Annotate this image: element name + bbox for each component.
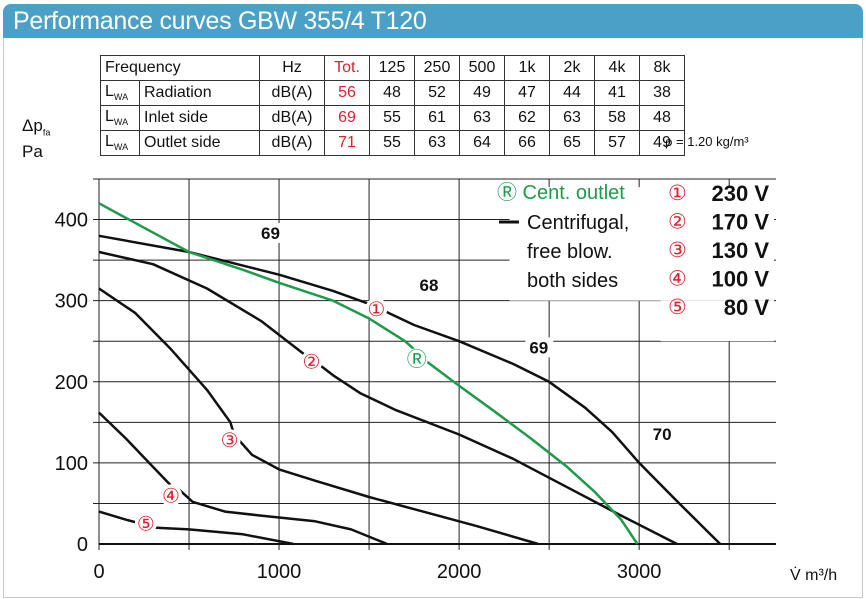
sound-level-annotation: 68: [419, 276, 438, 295]
lwa-symbol: L: [105, 108, 114, 126]
lwa-subscript: WA: [113, 117, 129, 128]
x-tick-label: 3000: [617, 561, 662, 583]
series-marker-bg: [405, 348, 428, 371]
y-tick-label: 400: [55, 210, 88, 232]
series-line-5: [98, 510, 294, 546]
sound-level-annotation: 69: [529, 338, 548, 357]
legend-centrifugal-text: free blow.: [527, 241, 613, 263]
row-value: 52: [414, 80, 460, 106]
series-line-1: [98, 234, 722, 545]
row-total: 69: [324, 105, 370, 131]
annotation-background: [415, 274, 444, 295]
sound-level-annotation: 69: [261, 224, 280, 243]
row-value: 49: [639, 130, 685, 156]
series-marker-bg: [160, 484, 183, 507]
lwa-symbol: L: [105, 83, 114, 101]
legend-voltage-marker: ②: [668, 211, 687, 234]
y-axis-unit: Pa: [22, 142, 43, 162]
page-title: Performance curves GBW 355/4 T120: [13, 7, 427, 35]
y-axis-symbol: Δp: [22, 116, 43, 135]
col-frequency: Frequency: [100, 55, 260, 81]
legend-voltage-marker: ⑤: [668, 296, 687, 319]
legend-voltage-marker: ③: [668, 239, 687, 262]
legend-cent-outlet: Ⓡ Cent. outlet: [497, 181, 625, 204]
x-axis-label: V̇ m³/h: [790, 566, 837, 584]
legend-voltage-marker: ①: [668, 182, 687, 205]
y-tick-label: 300: [55, 291, 88, 313]
row-value: 57: [594, 130, 640, 156]
row-value: 63: [414, 130, 460, 156]
series-line-3: [98, 287, 539, 546]
legend-voltage-label: 80 V: [724, 295, 770, 320]
row-value: 65: [549, 130, 595, 156]
density-note: ρ = 1.20 kg/m³: [665, 134, 749, 149]
row-unit: dB(A): [259, 130, 325, 156]
legend-background: [660, 300, 774, 342]
row-value: 55: [369, 130, 415, 156]
row-value: 55: [369, 105, 415, 131]
x-tick-label: 1000: [257, 561, 302, 583]
legend-voltage-label: 170 V: [712, 210, 770, 235]
series-marker-bg: [134, 512, 157, 535]
x-tick-label: 2000: [437, 561, 482, 583]
legend-voltage-label: 100 V: [712, 267, 770, 292]
series-line-2: [98, 250, 678, 546]
x-tick-label: 0: [93, 561, 104, 583]
series-marker: ①: [367, 299, 385, 321]
series-marker: ④: [162, 485, 180, 507]
col-band: 8k: [639, 55, 685, 81]
table-header-row: Frequency Hz Tot. 125 250 500 1k 2k 4k 8…: [100, 55, 685, 81]
y-tick-label: 0: [77, 534, 88, 556]
row-label: Radiation: [139, 80, 260, 106]
row-unit: dB(A): [259, 105, 325, 131]
lwa-symbol: L: [105, 133, 114, 151]
legend-voltage-marker: ④: [668, 268, 687, 291]
table-row: LWA Inlet side dB(A) 69 55 61 63 62 63 58 48: [100, 105, 685, 131]
row-unit: dB(A): [259, 80, 325, 106]
col-band: 2k: [549, 55, 595, 81]
y-axis-subscript: fa: [42, 127, 51, 138]
row-value: 48: [369, 80, 415, 106]
table-row: LWA Outlet side dB(A) 71 55 63 64 66 65 57 49: [100, 130, 685, 156]
sound-level-annotation: 70: [653, 425, 672, 444]
row-value: 64: [459, 130, 505, 156]
series-marker: ③: [221, 430, 239, 452]
series-marker: ⑤: [137, 514, 155, 536]
legend-voltage-label: 130 V: [712, 238, 770, 263]
row-value: 66: [504, 130, 550, 156]
row-total: 56: [324, 80, 370, 106]
row-label: Outlet side: [139, 130, 260, 156]
series-line-4: [98, 411, 388, 546]
series-marker-bg: [218, 429, 241, 452]
series-marker-bg: [300, 350, 323, 373]
sound-table: Frequency Hz Tot. 125 250 500 1k 2k 4k 8…: [100, 55, 685, 156]
legend-voltage-label: 230 V: [712, 181, 770, 206]
y-axis-label: Δpfa Pa: [22, 116, 50, 162]
row-symbol: LWA: [100, 130, 140, 156]
legend-centrifugal-text: both sides: [527, 270, 618, 292]
annotation-background: [525, 337, 554, 358]
y-tick-label: 100: [55, 453, 88, 475]
series-marker: ②: [302, 352, 320, 374]
header-bar: Performance curves GBW 355/4 T120: [3, 4, 863, 38]
legend-centrifugal-text: Centrifugal,: [527, 212, 629, 234]
y-tick-label: 200: [55, 372, 88, 394]
legend-background: [509, 187, 774, 301]
lwa-subscript: WA: [113, 142, 129, 153]
series-marker-bg: [365, 297, 388, 320]
annotation-background: [257, 223, 286, 244]
series-marker: Ⓡ: [407, 348, 427, 371]
annotation-background: [648, 424, 677, 445]
row-value: 38: [639, 80, 685, 106]
lwa-subscript: WA: [113, 92, 129, 103]
col-band: 1k: [504, 55, 550, 81]
